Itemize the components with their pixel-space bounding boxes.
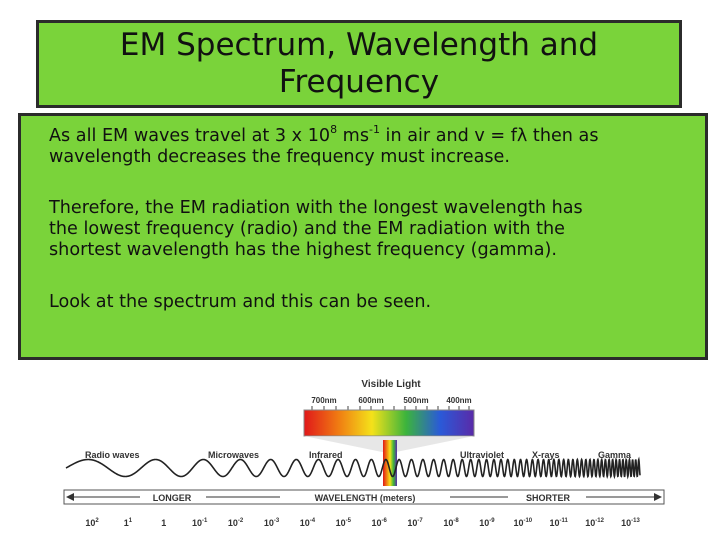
arrow-right-head [654,493,662,501]
visible-tick-500: 500nm [403,396,428,405]
slide-title-line-2: Frequency [278,64,440,100]
exponent-tick: 10-13 [621,518,640,528]
region-microwaves: Microwaves [208,450,259,460]
exponent-tick: 10-7 [407,518,423,528]
paragraph-3-line: Look at the spectrum and this can be see… [49,292,432,312]
exponent-ticks: 102 11 1 10-1 10-2 10-3 10-4 10-5 10-6 10-7 10-8 10… [85,518,640,528]
exponent-tick: 1 [161,518,166,528]
region-x-rays: X-rays [532,450,560,460]
label-bg-center [280,492,450,502]
exponent-tick: 10-9 [479,518,495,528]
speed-text-a: As all EM waves travel at 3 x 10 [49,126,331,146]
speed-text-c: in air and v = fλ then as [379,126,599,146]
arrow-left-head [66,493,74,501]
speed-unit: ms [337,126,369,146]
region-gamma: Gamma [598,450,632,460]
visible-ticks: 700nm 600nm 500nm 400nm [311,396,471,405]
visible-tick-700: 700nm [311,396,336,405]
visible-tick-marks [311,406,470,410]
label-bg-right [508,492,586,502]
exponent-tick: 10-1 [192,518,208,528]
region-infrared: Infrared [309,450,343,460]
speed-unit-exponent: -1 [369,123,380,137]
title-box: EM Spectrum, Wavelength and Frequency [36,20,682,108]
exponent-tick: 10-12 [585,518,604,528]
scale-label-wavelength: WAVELENGTH (meters) [315,493,416,503]
exponent-tick: 10-11 [550,518,569,528]
exponent-tick: 10-5 [336,518,352,528]
paragraph-2-line-3: shortest wavelength has the highest freq… [49,240,557,260]
visible-spectrum-band [303,409,475,437]
exponent-tick: 10-4 [300,518,316,528]
paragraph-2-line-1: Therefore, the EM radiation with the lon… [49,198,583,218]
paragraph-speed: As all EM waves travel at 3 x 108 ms-1 i… [49,123,693,168]
exponent-tick: 10-3 [264,518,280,528]
visible-tick-400: 400nm [446,396,471,405]
region-ultraviolet: Ultraviolet [460,450,504,460]
visible-tick-600: 600nm [358,396,383,405]
paragraph-2-line-2: the lowest frequency (radio) and the EM … [49,219,565,239]
region-radio-waves: Radio waves [85,450,140,460]
paragraph-look: Look at the spectrum and this can be see… [49,292,693,313]
paragraph-speed-line-1: As all EM waves travel at 3 x 108 ms-1 i… [49,123,693,147]
exponent-tick: 10-6 [372,518,388,528]
paragraph-longest-shortest: Therefore, the EM radiation with the lon… [49,198,693,261]
exponent-tick: 11 [124,518,133,528]
exponent-tick: 10-2 [228,518,244,528]
exponent-tick: 10-8 [443,518,459,528]
visible-light-label: Visible Light [361,379,421,390]
speed-exponent: 8 [330,123,338,137]
em-wave [65,456,641,480]
exponent-tick: 10-10 [513,518,532,528]
scale-label-longer: LONGER [153,493,192,503]
visible-ray [383,440,397,486]
slide-title-line-1: EM Spectrum, Wavelength and [119,27,599,63]
paragraph-speed-line-2: wavelength decreases the frequency must … [49,147,510,167]
body-text-box: As all EM waves travel at 3 x 108 ms-1 i… [18,113,708,360]
label-bg-left [140,492,206,502]
exponent-tick: 102 [85,518,99,528]
scale-label-shorter: SHORTER [526,493,571,503]
